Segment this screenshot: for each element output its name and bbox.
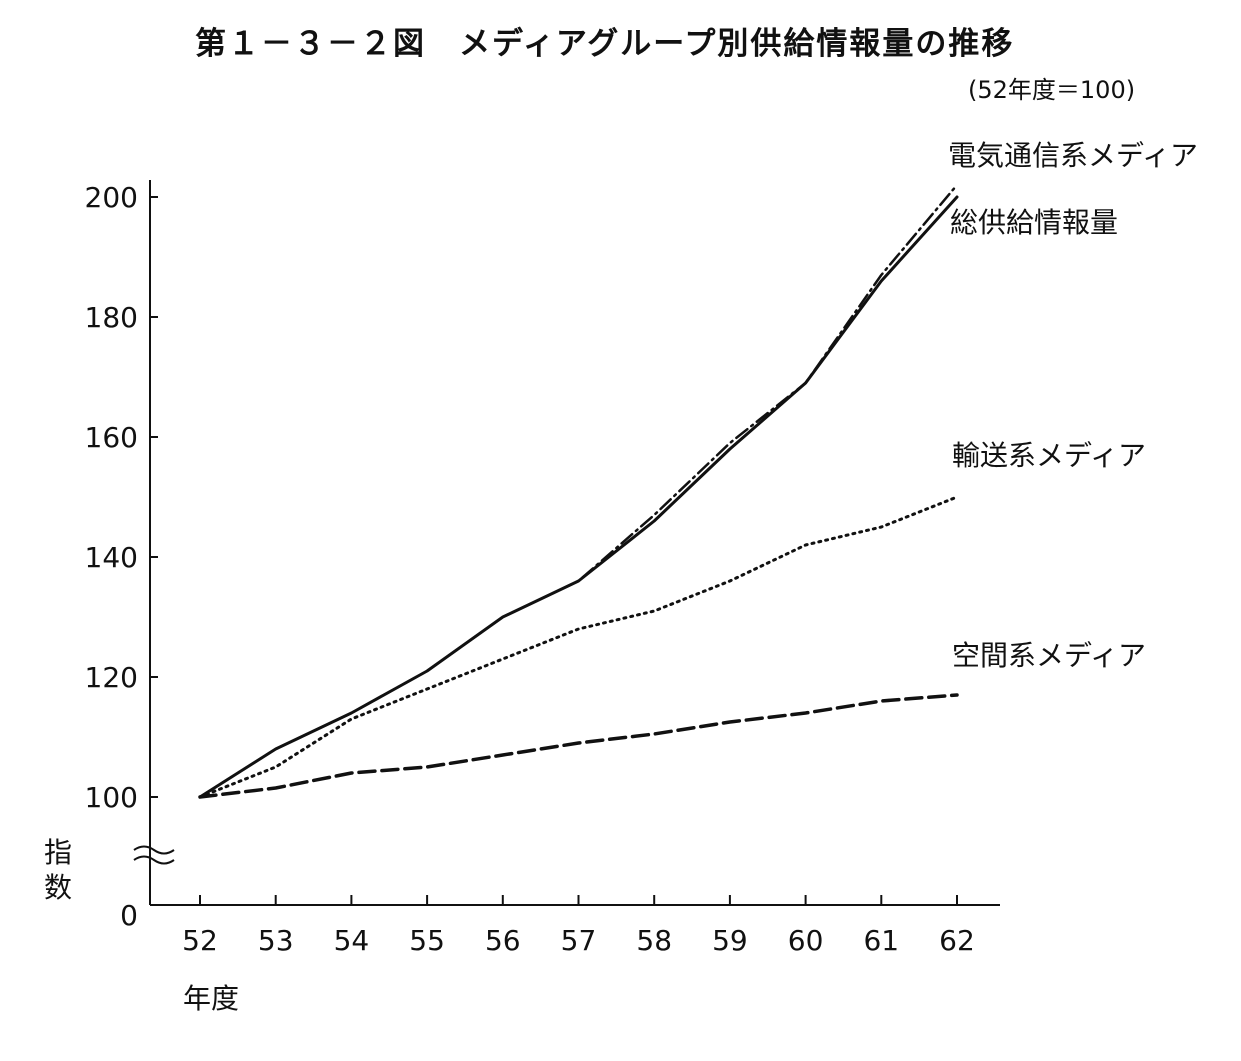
x-tick-label: 54 — [334, 924, 370, 957]
y-tick-label: 160 — [85, 421, 138, 454]
series-label: 総供給情報量 — [950, 206, 1118, 239]
y-tick-label: 200 — [85, 181, 138, 214]
x-tick-label: 55 — [409, 924, 445, 957]
y-tick-label: 180 — [85, 301, 138, 334]
x-tick-label: 57 — [561, 924, 597, 957]
x-axis-label: 年度 — [183, 982, 239, 1015]
series-line-0 — [198, 183, 959, 799]
series-label: 輸送系メディア — [952, 439, 1146, 472]
y-axis-label-1: 指 — [44, 836, 72, 869]
y-tick-label: 120 — [85, 661, 138, 694]
x-tick-label: 58 — [636, 924, 672, 957]
y-ticks: 0 100 120 140 160 180 200 — [85, 181, 158, 932]
x-tick-label: 52 — [182, 924, 218, 957]
axis-break-mark — [133, 845, 175, 865]
x-tick-label: 62 — [939, 924, 975, 957]
chart-subtitle: (52年度＝100) — [968, 76, 1136, 104]
chart-title: 第１－３－２図 メディアグループ別供給情報量の推移 — [195, 26, 1015, 62]
series-label: 電気通信系メディア — [948, 139, 1198, 172]
x-tick-label: 61 — [863, 924, 899, 957]
series-line-1 — [198, 195, 959, 799]
series-lines — [198, 183, 959, 799]
x-ticks: 52 53 54 55 56 57 58 59 60 61 62 — [182, 895, 975, 957]
series-line-3 — [198, 693, 959, 799]
y-tick-label: 0 — [120, 899, 138, 932]
x-tick-label: 59 — [712, 924, 748, 957]
y-axis-label-2: 数 — [44, 871, 72, 904]
series-line-2 — [198, 495, 959, 799]
series-label: 空間系メディア — [952, 639, 1146, 672]
x-tick-label: 60 — [788, 924, 824, 957]
axes — [133, 180, 1000, 906]
y-tick-label: 100 — [85, 781, 138, 814]
x-tick-label: 56 — [485, 924, 521, 957]
x-tick-label: 53 — [258, 924, 294, 957]
y-tick-label: 140 — [85, 541, 138, 574]
